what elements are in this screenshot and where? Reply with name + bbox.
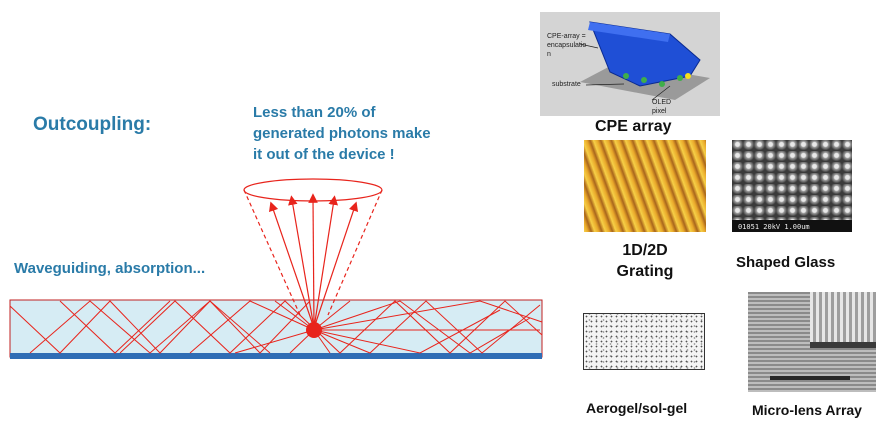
outgoing-rays	[269, 193, 359, 329]
cpe-array-image	[540, 12, 720, 116]
waveguiding-label: Waveguiding, absorption...	[14, 260, 206, 277]
grating-label: 1D/2D Grating	[616, 242, 674, 280]
grating-image	[584, 140, 706, 232]
microlens-image	[748, 292, 876, 392]
photons-note: Less than 20% of generated photons make …	[253, 104, 431, 163]
aerogel-label: Aerogel/sol-gel	[586, 400, 688, 416]
cpe-callout-substrate: substrate	[552, 81, 581, 88]
outcoupling-title: Outcoupling:	[33, 114, 152, 135]
shaped-glass-caption: 01051 20kV 1.00um	[738, 223, 810, 231]
outcoupling-diagram	[9, 178, 543, 359]
cpe-callout-array: CPE-array = encapsulatio n	[547, 33, 587, 58]
microlens-label: Micro-lens Array	[752, 402, 862, 418]
bottom-electrode	[10, 353, 542, 359]
shaped-glass-image: 01051 20kV 1.00um	[732, 140, 852, 232]
shaped-glass-label: Shaped Glass	[736, 254, 836, 271]
cpe-callout-pixel: OLED pixel	[652, 99, 672, 115]
emitter-dot	[306, 322, 322, 338]
aerogel-image	[583, 313, 705, 370]
cpe-array-label: CPE array	[595, 118, 672, 135]
